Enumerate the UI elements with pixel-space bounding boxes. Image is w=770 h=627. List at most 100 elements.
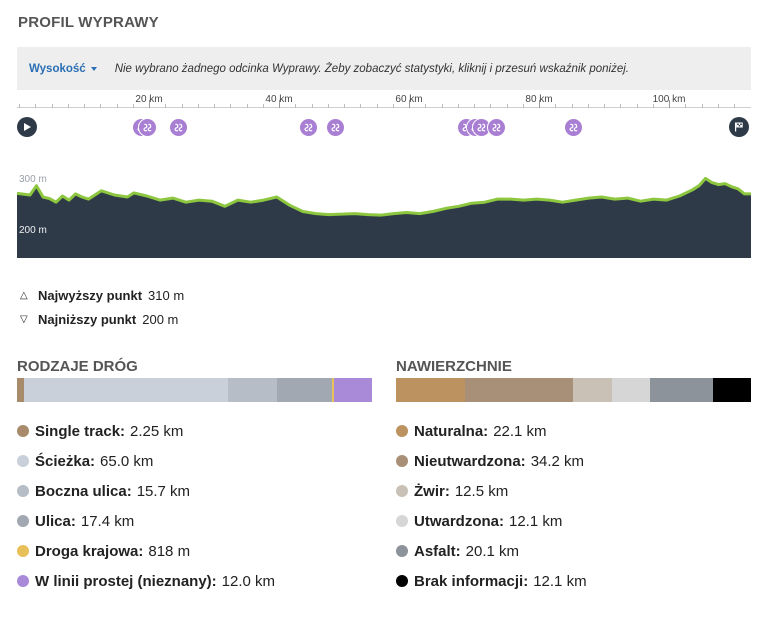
poi-marker[interactable] [326, 118, 346, 137]
ruler-tick [35, 104, 37, 108]
bar-segment [17, 378, 25, 402]
route-icon [477, 123, 486, 132]
distance-ruler[interactable]: 20 km 40 km 60 km 80 km 100 km [17, 90, 751, 112]
ruler-tick [620, 104, 622, 108]
ruler-tick [409, 100, 410, 108]
legend-dot-icon [396, 455, 408, 467]
play-icon [24, 123, 31, 131]
legend-label: Boczna ulica: [35, 482, 132, 500]
bar-segment [24, 378, 228, 402]
ruler-tick [197, 104, 199, 108]
ruler-label: 80 km [525, 94, 553, 105]
ruler-tick [149, 100, 150, 108]
highest-label: Najwyższy punkt [38, 288, 143, 303]
legend-dot-icon [396, 425, 408, 437]
legend-item: Ulica: 17.4 km [17, 506, 275, 536]
poi-marker[interactable] [298, 118, 318, 137]
bar-segment [277, 378, 332, 402]
ruler-tick [246, 104, 248, 108]
metric-dropdown-label: Wysokość [29, 62, 86, 75]
legend-value: 17.4 km [80, 512, 135, 530]
ruler-tick [474, 104, 475, 108]
legend-value: 12.1 km [509, 512, 563, 530]
ruler-tick [587, 104, 589, 108]
ruler-tick [604, 104, 605, 108]
ruler-tick [555, 104, 557, 108]
ruler-tick [701, 104, 703, 108]
bar-segment [572, 378, 612, 402]
poi-marker[interactable] [472, 118, 492, 137]
legend-label: Naturalna: [414, 422, 489, 440]
legend-value: 12.0 km [221, 572, 276, 590]
ruler-tick [717, 104, 719, 108]
ruler-tick [344, 104, 345, 108]
ruler-tick [425, 104, 427, 108]
ruler-tick [522, 104, 524, 108]
ruler-tick [652, 104, 654, 108]
legend-item: Single track: 2.25 km [17, 416, 275, 446]
route-icon [174, 123, 183, 132]
legend-dot-icon [17, 455, 29, 467]
axis-label-300: 300 m [19, 173, 47, 185]
ruler-tick [360, 104, 362, 108]
legend-dot-icon [396, 515, 408, 527]
ruler-tick [84, 104, 85, 108]
metric-dropdown[interactable]: Wysokość [29, 63, 97, 75]
legend-value: 2.25 km [130, 422, 184, 440]
ruler-tick [214, 104, 215, 108]
legend-label: Ścieżka: [35, 452, 96, 470]
play-button[interactable] [17, 117, 37, 137]
bar-segment [227, 378, 278, 402]
elevation-area [17, 178, 751, 258]
ruler-tick [51, 104, 53, 108]
poi-marker[interactable] [487, 118, 507, 137]
legend-item: Ścieżka: 65.0 km [17, 446, 275, 476]
ruler-label: 60 km [395, 94, 423, 105]
ruler-tick [132, 104, 134, 108]
ruler-tick [327, 104, 329, 108]
ruler-label: 40 km [265, 94, 293, 105]
finish-flag-icon [735, 122, 743, 132]
legend-dot-icon [17, 485, 29, 497]
elevation-chart[interactable] [17, 165, 751, 258]
legend-item: Brak informacji: 12.1 km [396, 566, 587, 596]
legend-dot-icon [396, 545, 408, 557]
triangle-up-icon: △ [20, 290, 28, 301]
ruler-label: 100 km [652, 94, 686, 105]
route-icon [492, 123, 501, 132]
legend-label: W linii prostej (nieznany): [35, 572, 217, 590]
legend-item: Utwardzona: 12.1 km [396, 506, 587, 536]
poi-marker[interactable] [563, 118, 583, 137]
ruler-tick [636, 104, 638, 108]
legend-dot-icon [396, 485, 408, 497]
surfaces-legend: Naturalna: 22.1 km Nieutwardzona: 34.2 km Żw… [396, 416, 587, 596]
bar-segment [649, 378, 713, 402]
ruler-tick [490, 104, 492, 108]
legend-label: Nieutwardzona: [414, 452, 526, 470]
lowest-value: 200 m [142, 312, 179, 327]
surfaces-bar [396, 378, 751, 402]
ruler-tick [734, 104, 735, 108]
legend-label: Single track: [35, 422, 126, 440]
ruler-tick [376, 104, 378, 108]
legend-value: 12.1 km [533, 572, 587, 590]
legend-label: Brak informacji: [414, 572, 529, 590]
poi-marker[interactable] [168, 118, 188, 137]
bar-segment [465, 378, 573, 402]
poi-marker[interactable] [138, 118, 158, 137]
route-icon [143, 123, 152, 132]
legend-value: 65.0 km [100, 452, 154, 470]
road-types-title: RODZAJE DRÓG [17, 358, 138, 375]
legend-label: Utwardzona: [414, 512, 504, 530]
legend-value: 12.5 km [454, 482, 509, 500]
ruler-tick [441, 104, 443, 108]
ruler-tick [100, 104, 102, 108]
lowest-label: Najniższy punkt [38, 312, 137, 327]
ruler-tick [539, 100, 540, 108]
finish-button[interactable] [729, 117, 749, 137]
chevron-down-icon [90, 66, 97, 71]
legend-value: 20.1 km [465, 542, 520, 560]
ruler-tick [230, 104, 232, 108]
legend-dot-icon [396, 575, 408, 587]
legend-value: 15.7 km [136, 482, 191, 500]
